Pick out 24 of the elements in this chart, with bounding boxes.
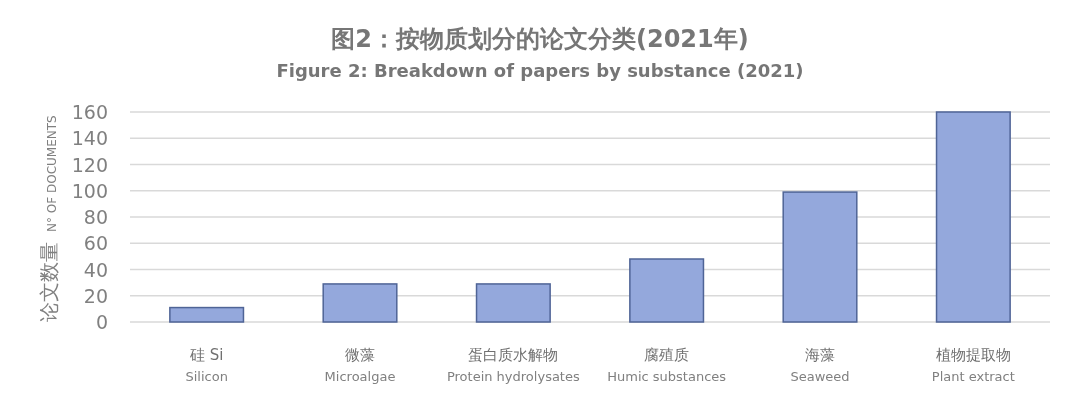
x-tick-label: 植物提取物 Plant extract [931, 346, 1015, 384]
chart-title: 图2：按物质划分的论文分类(2021年) [331, 25, 749, 53]
y-tick-label: 40 [83, 258, 108, 281]
x-tick-label: 海藻 Seaweed [790, 346, 850, 384]
bar [629, 258, 705, 323]
bar [782, 191, 858, 323]
bar [475, 283, 551, 323]
y-tick-label: 100 [71, 179, 108, 202]
y-tick-label: 0 [95, 311, 108, 333]
chart-subtitle: Figure 2: Breakdown of papers by substance (2021) [276, 60, 804, 81]
bar [322, 283, 398, 323]
bar [935, 111, 1011, 323]
x-tick-label: 微藻 Microalgae [324, 346, 396, 384]
y-tick-label: 140 [71, 127, 108, 150]
bar [169, 306, 245, 323]
y-axis-title: 论文数量 N° OF DOCUMENTS [37, 115, 61, 322]
x-tick-label: 蛋白质水解物 Protein hydrolysates [446, 346, 580, 384]
y-tick-label: 60 [83, 232, 108, 255]
y-tick-label: 80 [83, 206, 108, 228]
y-tick-label: 160 [71, 101, 108, 123]
y-tick-label: 20 [83, 284, 108, 307]
x-tick-label: 腐殖质 Humic substances [607, 346, 727, 384]
x-tick-label: 硅 Si Silicon [185, 346, 228, 384]
y-tick-label: 120 [71, 153, 108, 176]
